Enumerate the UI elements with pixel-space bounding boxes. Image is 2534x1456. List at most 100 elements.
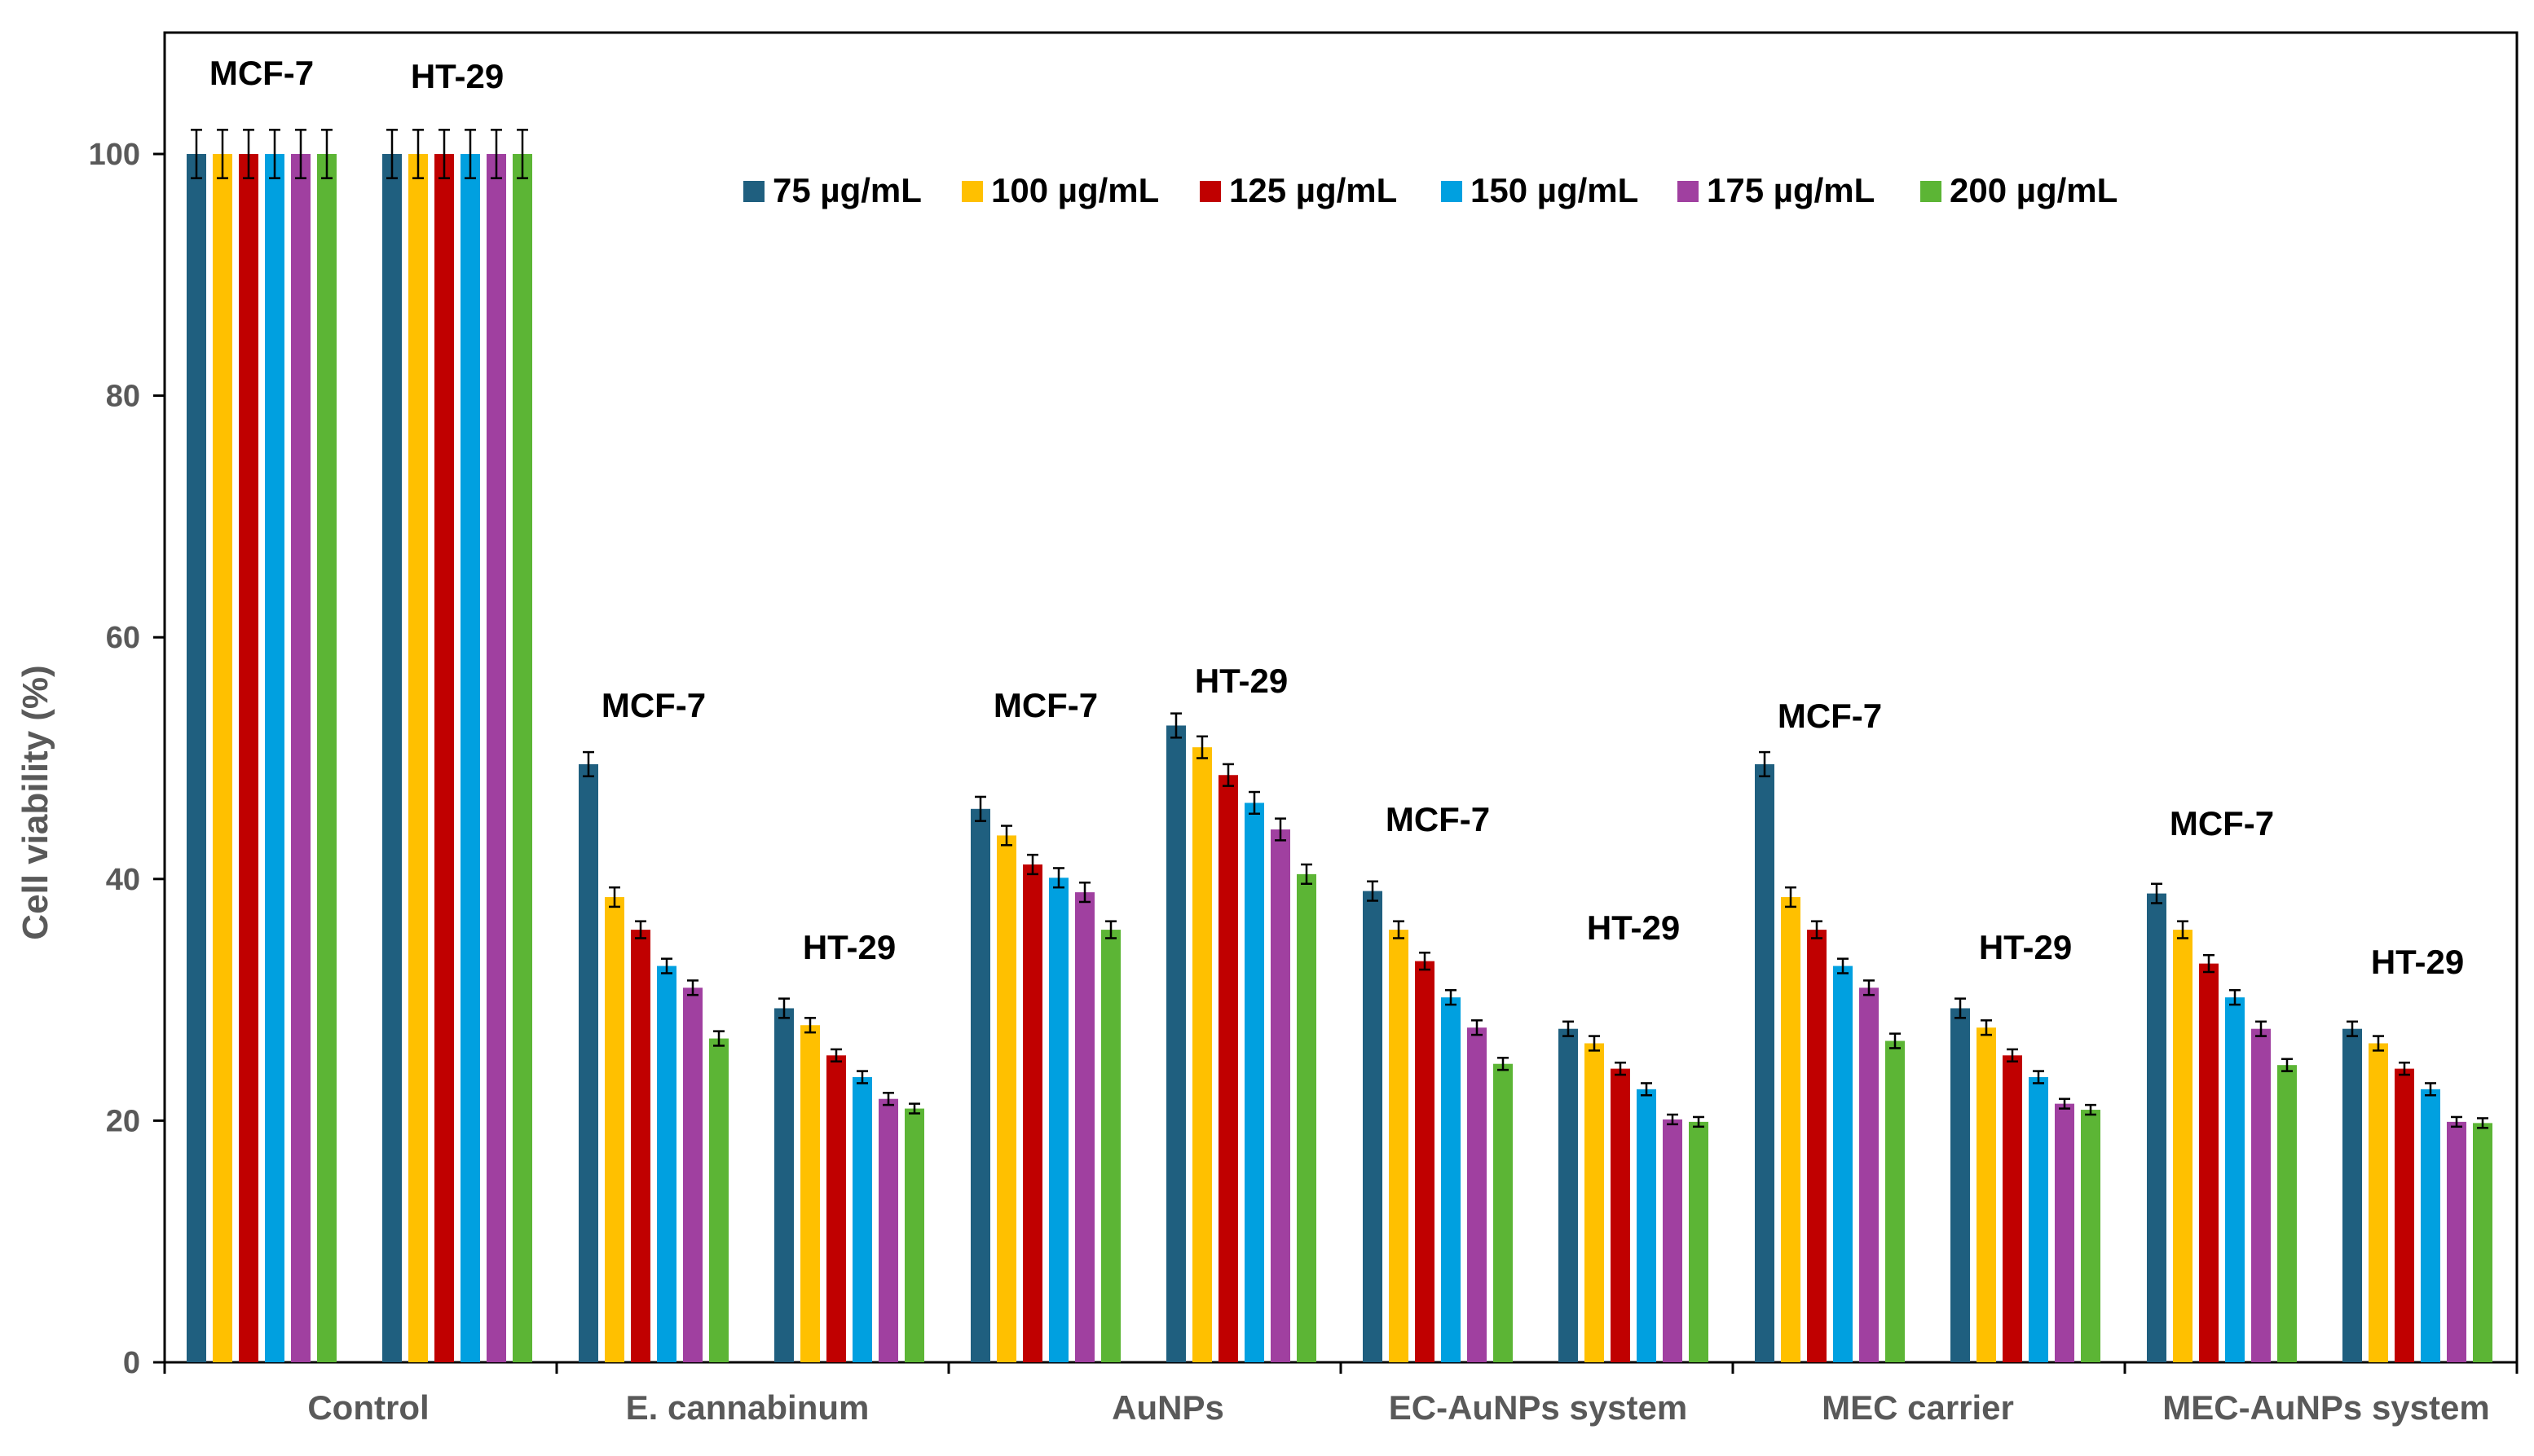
y-tick-label: 0 [123,1346,140,1380]
series-125 [239,129,2414,1362]
series-150 [265,129,2440,1362]
bar [1663,1119,1682,1362]
bar [461,154,480,1362]
legend-swatch [1677,181,1699,202]
legend-label: 200 µg/mL [1950,171,2118,209]
subgroup-label: MCF-7 [1386,800,1490,838]
bar [2055,1103,2074,1362]
bar [2029,1077,2048,1362]
bar [905,1108,924,1362]
bar [1493,1063,1513,1362]
bar [1441,997,1461,1362]
subgroup-label: MCF-7 [2170,804,2274,842]
y-tick-label: 100 [89,138,140,172]
x-category-label: Control [307,1388,429,1427]
bar [2473,1123,2492,1362]
bar [1467,1027,1487,1362]
bar [2421,1089,2440,1362]
bar [2199,963,2219,1362]
y-tick-label: 80 [106,380,140,414]
bar [2395,1068,2414,1362]
bar [1885,1040,1905,1362]
x-category-label: MEC carrier [1822,1388,2014,1427]
bar [1297,873,1316,1362]
subgroup-label: HT-29 [2371,943,2464,981]
bar [2447,1121,2466,1362]
bar [971,808,990,1362]
bar [1558,1028,1578,1362]
bar [709,1038,729,1362]
series-175 [291,129,2466,1362]
bar [800,1025,820,1362]
legend-label: 75 µg/mL [773,171,922,209]
bar [1755,763,1774,1362]
bar-series-group [187,129,2492,1362]
bar [826,1055,846,1362]
bar [1950,1008,1970,1362]
bar [382,154,402,1362]
x-category-label: AuNPs [1112,1388,1224,1427]
legend-label: 100 µg/mL [991,171,1159,209]
legend-label: 175 µg/mL [1707,171,1875,209]
bar [513,154,532,1362]
legend-label: 150 µg/mL [1470,171,1638,209]
legend: 75 µg/mL 100 µg/mL 125 µg/mL 150 µg/mL 175 µ… [743,171,2118,209]
subgroup-label: HT-29 [803,928,896,966]
bar [2173,930,2192,1362]
bar [1023,864,1042,1362]
bar [408,154,428,1362]
x-category-label: MEC-AuNPs system [2162,1388,2489,1427]
bar [631,930,650,1362]
bar [1689,1121,1708,1362]
x-axis: Control E. cannabinum AuNPs EC-AuNPs system… [163,1361,2519,1427]
bar [2369,1043,2388,1362]
subgroup-label: MCF-7 [209,54,314,92]
bar [1977,1027,1996,1362]
bar [1807,930,1827,1362]
bar [2147,893,2166,1362]
series-200 [317,129,2492,1362]
bar [879,1098,898,1362]
bar [2277,1065,2297,1362]
bar [1859,988,1879,1362]
bar [1389,930,1408,1362]
bar [1415,961,1434,1362]
bar [853,1077,872,1362]
bar [213,154,232,1362]
bar [2251,1028,2271,1362]
bar [1833,966,1853,1362]
legend-swatch [1920,181,1941,202]
bar [434,154,454,1362]
x-category-label: E. cannabinum [626,1388,870,1427]
subgroup-label: MCF-7 [602,686,706,724]
subgroup-label: HT-29 [1587,908,1680,947]
bar [187,154,206,1362]
bar [1192,747,1212,1362]
bar [1049,878,1069,1362]
x-category-label: EC-AuNPs system [1389,1388,1687,1427]
y-tick-label: 20 [106,1104,140,1138]
bar [1166,725,1186,1362]
legend-swatch [1200,181,1221,202]
y-tick-label: 60 [106,621,140,655]
bar [2225,997,2245,1362]
series-100 [213,129,2388,1362]
bar [487,154,506,1362]
bar [657,966,676,1362]
bar [2081,1110,2100,1362]
subgroup-label: MCF-7 [994,686,1098,724]
subgroup-label: HT-29 [411,57,504,95]
bar [1637,1089,1656,1362]
bar [2342,1028,2362,1362]
legend-swatch [962,181,983,202]
y-tick-label: 40 [106,863,140,897]
bar [1363,891,1382,1362]
bar [605,897,624,1362]
bar [1219,775,1238,1362]
bar [774,1008,794,1362]
subgroup-label: HT-29 [1195,662,1288,700]
bar [2003,1055,2022,1362]
bar [317,154,337,1362]
